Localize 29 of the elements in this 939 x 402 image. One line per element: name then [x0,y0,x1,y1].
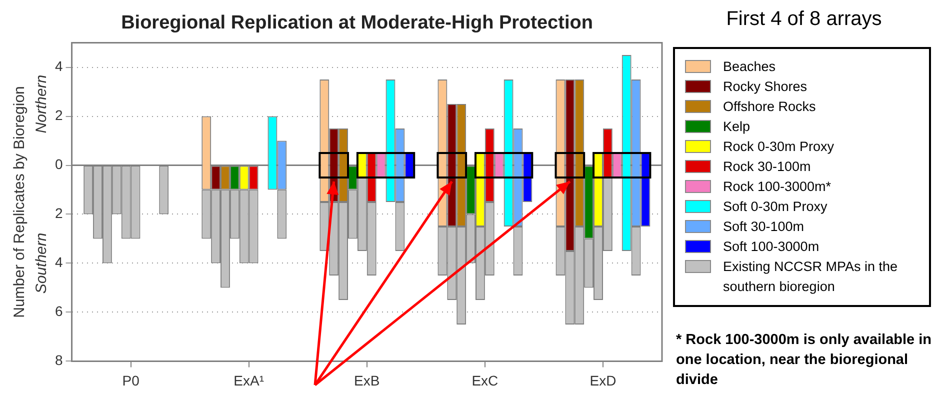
text: Southern [33,232,50,294]
legend-label: Rock 0-30m Proxy [723,138,834,156]
legend-label: Rock 100-3000m* [723,178,832,196]
text: Northern [33,74,50,134]
x-tick-label: ExA¹ [234,372,264,388]
y-tick-label: 4 [54,58,63,74]
legend-label: Rocky Shores [723,78,808,96]
legend-label: Soft 30-100m [723,218,804,236]
chart-title: Bioregional Replication at Moderate-High Protection [121,12,593,34]
y-tick-label: 6 [54,303,63,320]
y-tick-label: 0 [54,156,63,172]
legend-label: Kelp [723,118,750,136]
text: * Rock 100-3000m is only available in one location, near the bioregional divide [676,331,932,390]
y-tick-label: 2 [54,205,63,222]
y-tick-label: 2 [54,107,63,124]
text: First 4 of 8 arrays [725,8,883,31]
y-axis-title: Number of Replicates by Bioregion [11,86,28,318]
legend-label: Rock 30-100m [723,158,811,176]
x-tick-label: P0 [122,372,140,388]
legend-label: Existing NCCSR MPAs in the southern bioregion [723,258,899,296]
legend-label: Beaches [723,58,776,76]
x-tick-label: ExD [590,372,616,388]
legend-label: Soft 0-30m Proxy [723,198,828,216]
x-tick-label: ExC [472,372,498,388]
legend-label: Soft 100-3000m [723,238,820,256]
y-tick-label: 4 [54,254,63,270]
legend-label: Offshore Rocks [723,98,816,116]
y-tick-label: 8 [54,352,63,368]
x-tick-label: ExB [354,372,380,388]
